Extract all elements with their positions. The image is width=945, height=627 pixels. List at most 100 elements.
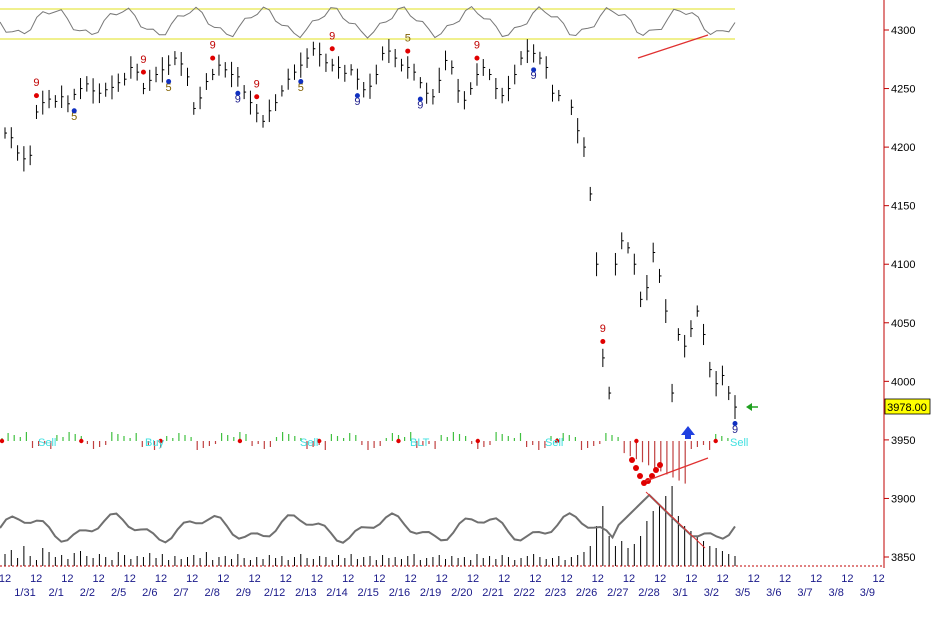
x-tick-top: 12 bbox=[529, 573, 541, 585]
momentum-trendline bbox=[645, 457, 709, 482]
signal-dot bbox=[600, 339, 606, 345]
price-axis: 3850 3900 3950 4000 4050 4100 4150 4200 4250 4300 bbox=[883, 0, 915, 568]
x-tick-bottom: 2/28 bbox=[638, 587, 659, 599]
momentum-dot bbox=[637, 473, 643, 479]
y-tick-label: 4100 bbox=[891, 259, 915, 271]
x-tick-bottom: 3/1 bbox=[673, 587, 688, 599]
momentum-dot bbox=[653, 467, 659, 473]
y-tick-label: 4000 bbox=[891, 376, 915, 388]
count-label: 9 bbox=[600, 323, 606, 335]
x-tick-bottom: 2/6 bbox=[142, 587, 157, 599]
momentum-text-label: BLT bbox=[410, 437, 430, 449]
x-tick-bottom: 2/16 bbox=[389, 587, 410, 599]
count-label: 5 bbox=[71, 111, 77, 123]
x-tick-top: 12 bbox=[654, 573, 666, 585]
signal-dot bbox=[354, 93, 360, 99]
momentum-dot bbox=[237, 438, 243, 444]
y-tick-label: 3850 bbox=[891, 552, 915, 564]
buy-arrow-stem bbox=[685, 434, 691, 439]
momentum-dot bbox=[475, 438, 480, 444]
price-bars bbox=[4, 39, 737, 420]
x-tick-top: 12 bbox=[124, 573, 136, 585]
count-label: 9 bbox=[531, 70, 537, 82]
count-label: 9 bbox=[329, 30, 335, 42]
y-tick-label: 3950 bbox=[891, 435, 915, 447]
x-tick-bottom: 2/20 bbox=[451, 587, 472, 599]
momentum-dot bbox=[396, 438, 401, 444]
x-tick-bottom: 2/9 bbox=[236, 587, 251, 599]
y-tick-label: 4050 bbox=[891, 318, 915, 330]
osc-line bbox=[0, 5, 736, 39]
x-tick-top: 12 bbox=[280, 573, 292, 585]
y-tick-label: 3900 bbox=[891, 493, 915, 505]
green-arrow-left-icon bbox=[746, 403, 752, 411]
count-label: 9 bbox=[254, 78, 260, 90]
count-label: 9 bbox=[732, 424, 738, 436]
x-tick-bottom: 2/19 bbox=[420, 587, 441, 599]
signal-dot bbox=[166, 79, 172, 85]
momentum-text-label: Buy bbox=[145, 437, 164, 449]
last-price-box: 3978.00 bbox=[884, 398, 931, 415]
x-tick-bottom: 2/21 bbox=[482, 587, 503, 599]
volume-panel bbox=[0, 486, 884, 567]
x-tick-bottom: 2/12 bbox=[264, 587, 285, 599]
last-price-label: 3978.00 bbox=[887, 402, 927, 414]
count-label: 9 bbox=[417, 99, 423, 111]
x-tick-bottom: 3/5 bbox=[735, 587, 750, 599]
x-tick-bottom: 2/22 bbox=[513, 587, 534, 599]
signal-dot bbox=[732, 420, 738, 426]
x-tick-top: 12 bbox=[592, 573, 604, 585]
x-tick-top: 12 bbox=[373, 573, 385, 585]
momentum-panel: Sell Buy Sell BLT Sell Sell bbox=[0, 432, 748, 486]
x-tick-top: 12 bbox=[217, 573, 229, 585]
x-tick-top: 12 bbox=[685, 573, 697, 585]
x-tick-top: 12 bbox=[0, 573, 11, 585]
count-label: 9 bbox=[33, 77, 39, 89]
buy-arrow-up-icon bbox=[681, 426, 695, 435]
momentum-text-label: Sell bbox=[730, 437, 748, 449]
count-label: 9 bbox=[235, 94, 241, 106]
momentum-text-label: Sell bbox=[38, 437, 56, 449]
signal-dot bbox=[71, 108, 77, 114]
x-tick-top: 12 bbox=[872, 573, 884, 585]
signal-dot bbox=[254, 94, 260, 100]
y-tick-label: 4250 bbox=[891, 84, 915, 96]
signal-dot bbox=[417, 96, 423, 102]
volume-trendline bbox=[645, 491, 706, 549]
signal-dot bbox=[329, 46, 335, 52]
count-label: 5 bbox=[405, 33, 411, 45]
x-tick-bottom: 2/14 bbox=[326, 587, 347, 599]
x-tick-bottom: 3/6 bbox=[766, 587, 781, 599]
x-tick-top: 12 bbox=[311, 573, 323, 585]
setup-count-labels: 9 5 9 5 9 9 9 5 9 9 5 9 9 9 9 9 bbox=[33, 30, 738, 435]
signal-dot bbox=[298, 79, 304, 85]
signal-dot bbox=[531, 67, 537, 73]
x-tick-top: 12 bbox=[436, 573, 448, 585]
x-tick-top: 12 bbox=[498, 573, 510, 585]
x-tick-top: 12 bbox=[155, 573, 167, 585]
x-tick-top: 12 bbox=[186, 573, 198, 585]
x-tick-bottom: 2/27 bbox=[607, 587, 628, 599]
y-tick-label: 4300 bbox=[891, 25, 915, 37]
x-tick-top: 12 bbox=[248, 573, 260, 585]
momentum-dot bbox=[634, 438, 639, 444]
x-tick-top: 12 bbox=[810, 573, 822, 585]
x-tick-top: 12 bbox=[404, 573, 416, 585]
x-tick-bottom: 2/1 bbox=[49, 587, 64, 599]
markers bbox=[681, 403, 758, 439]
x-tick-top: 12 bbox=[560, 573, 572, 585]
x-tick-top: 12 bbox=[342, 573, 354, 585]
signal-dot bbox=[235, 90, 241, 96]
momentum-dot bbox=[317, 438, 322, 444]
momentum-dot bbox=[633, 465, 639, 471]
momentum-dot bbox=[713, 438, 718, 444]
x-tick-bottom: 3/9 bbox=[860, 587, 875, 599]
momentum-dot bbox=[657, 462, 663, 468]
momentum-dot bbox=[649, 473, 655, 479]
momentum-dot bbox=[554, 438, 560, 444]
signal-dot bbox=[210, 55, 216, 61]
x-tick-bottom: 2/26 bbox=[576, 587, 597, 599]
count-label: 9 bbox=[140, 54, 146, 66]
momentum-dot bbox=[0, 438, 5, 444]
